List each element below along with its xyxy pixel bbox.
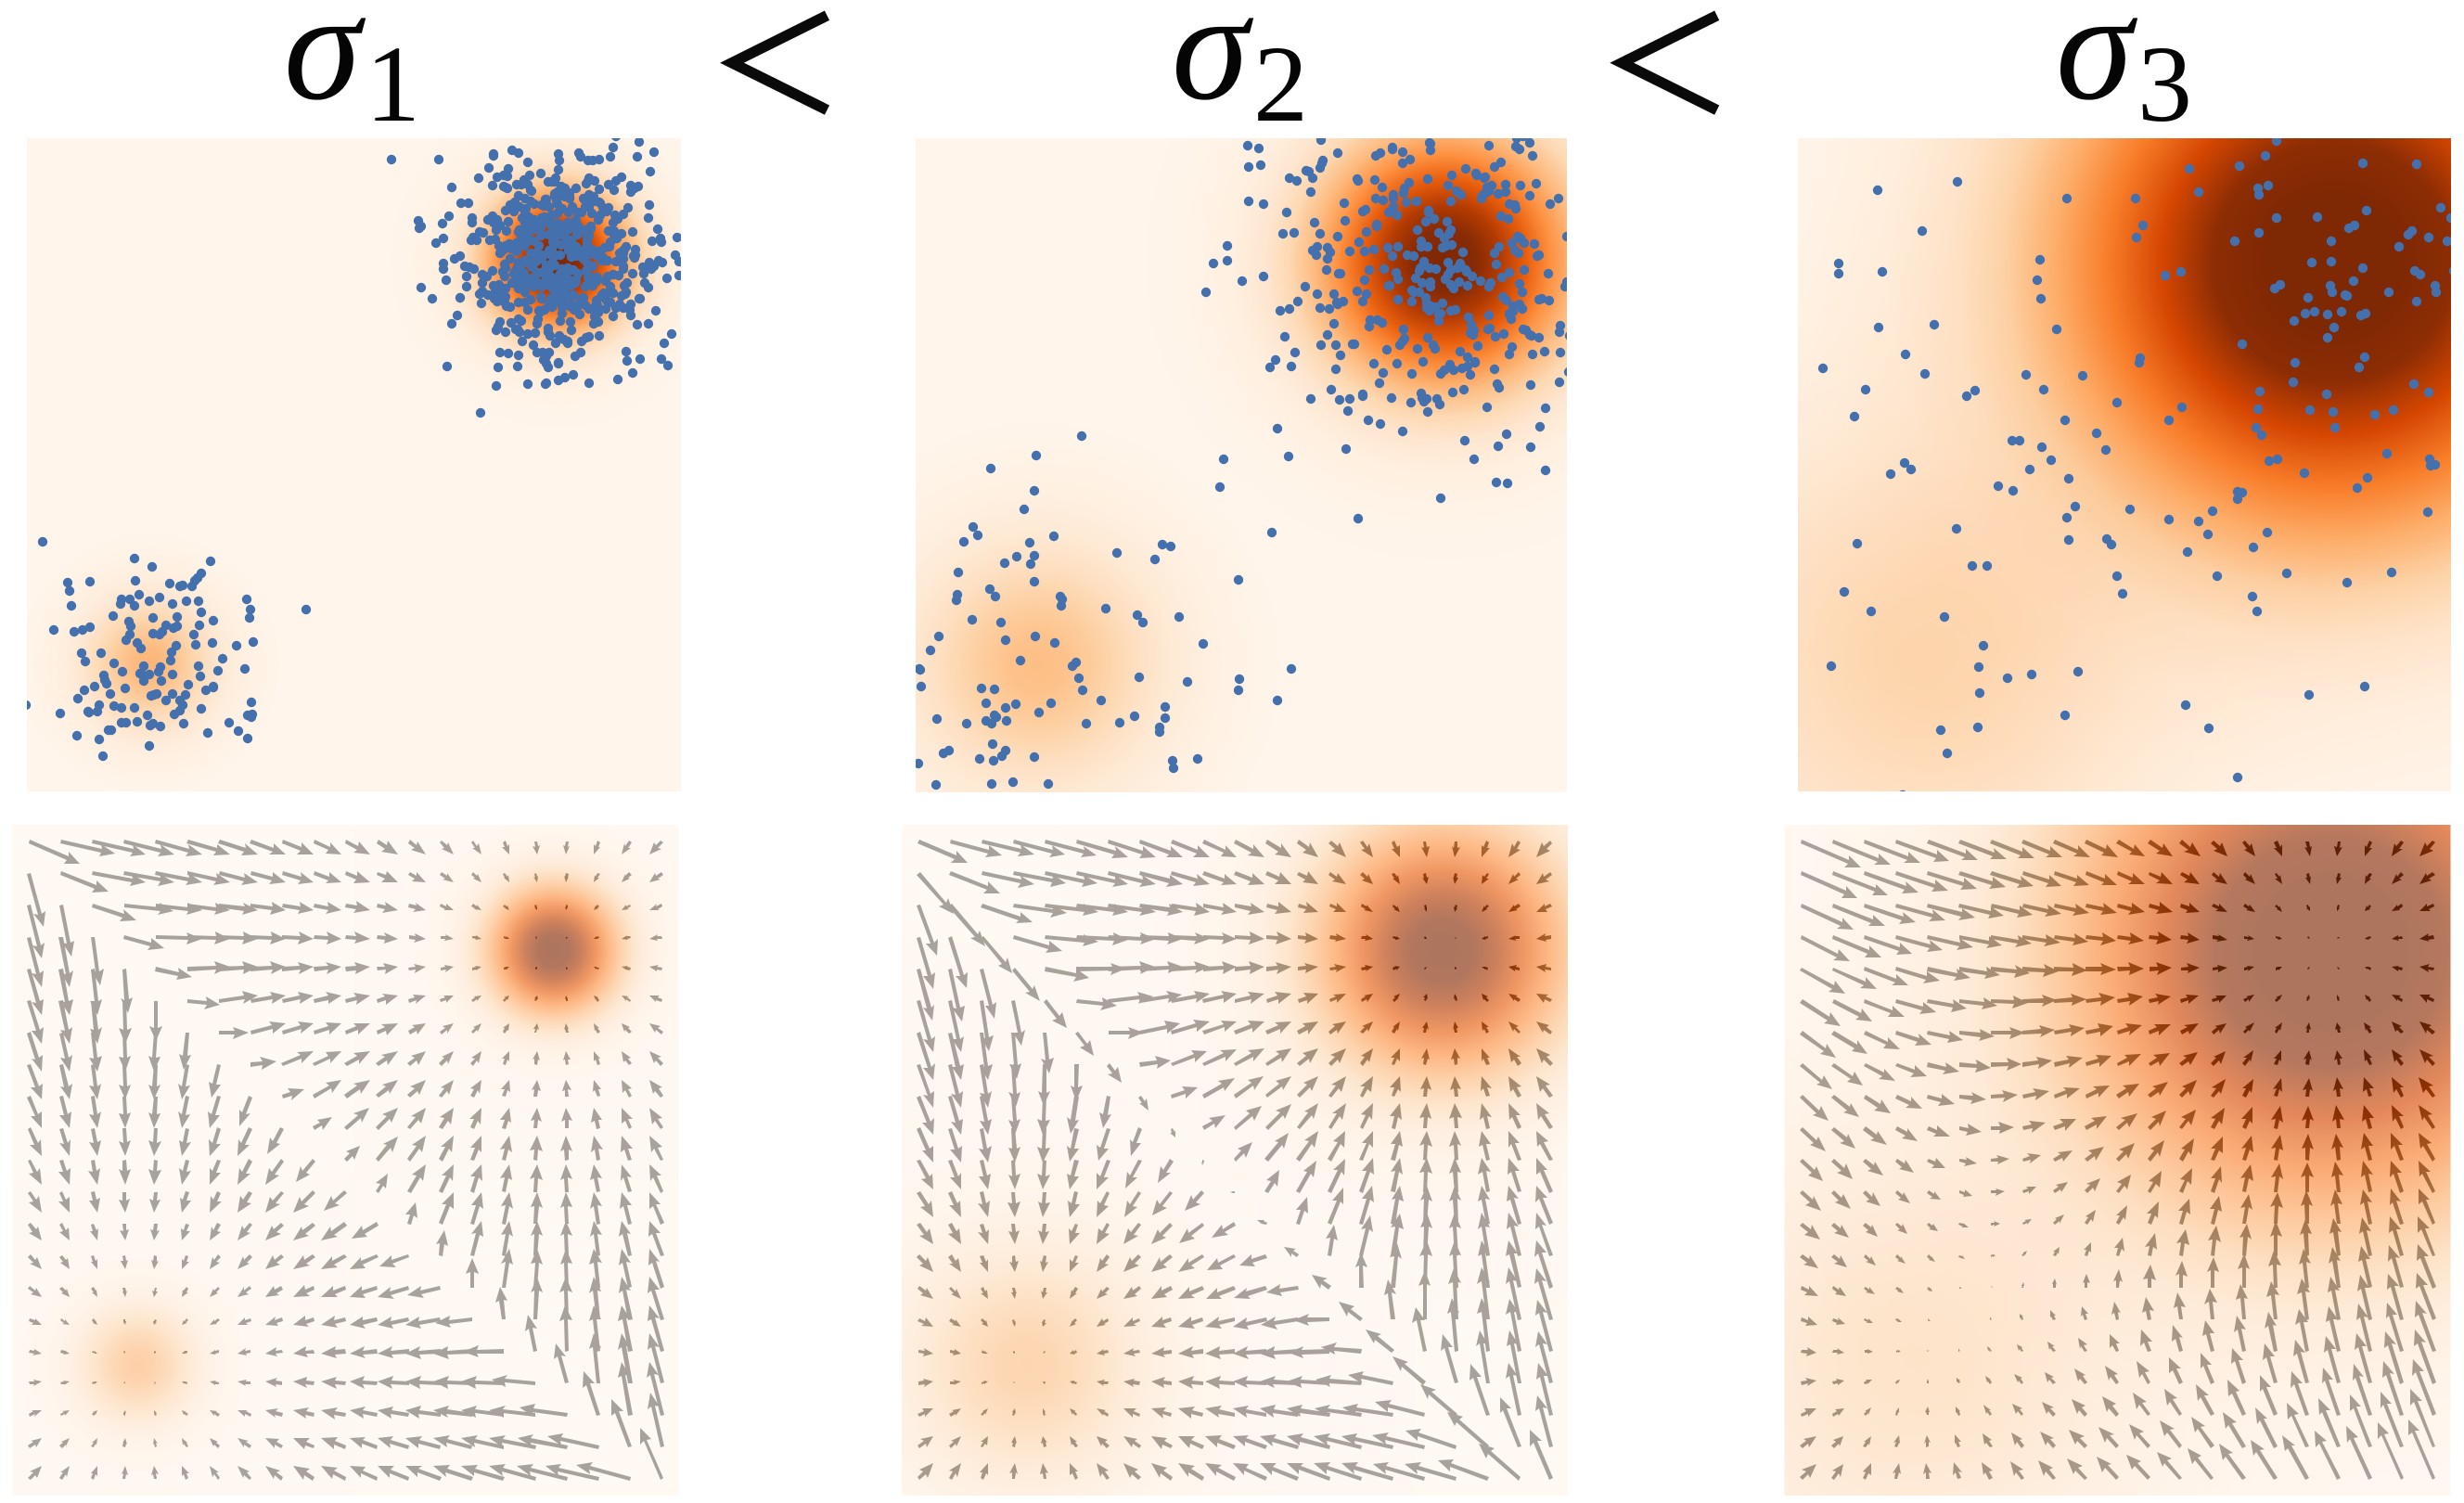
svg-text:σ: σ — [1172, 0, 1254, 133]
svg-text:1: 1 — [366, 23, 420, 145]
svg-text:σ: σ — [284, 0, 366, 133]
svg-text:3: 3 — [2137, 23, 2192, 145]
svg-text:2: 2 — [1253, 23, 1308, 145]
svg-text:σ: σ — [2056, 0, 2138, 133]
